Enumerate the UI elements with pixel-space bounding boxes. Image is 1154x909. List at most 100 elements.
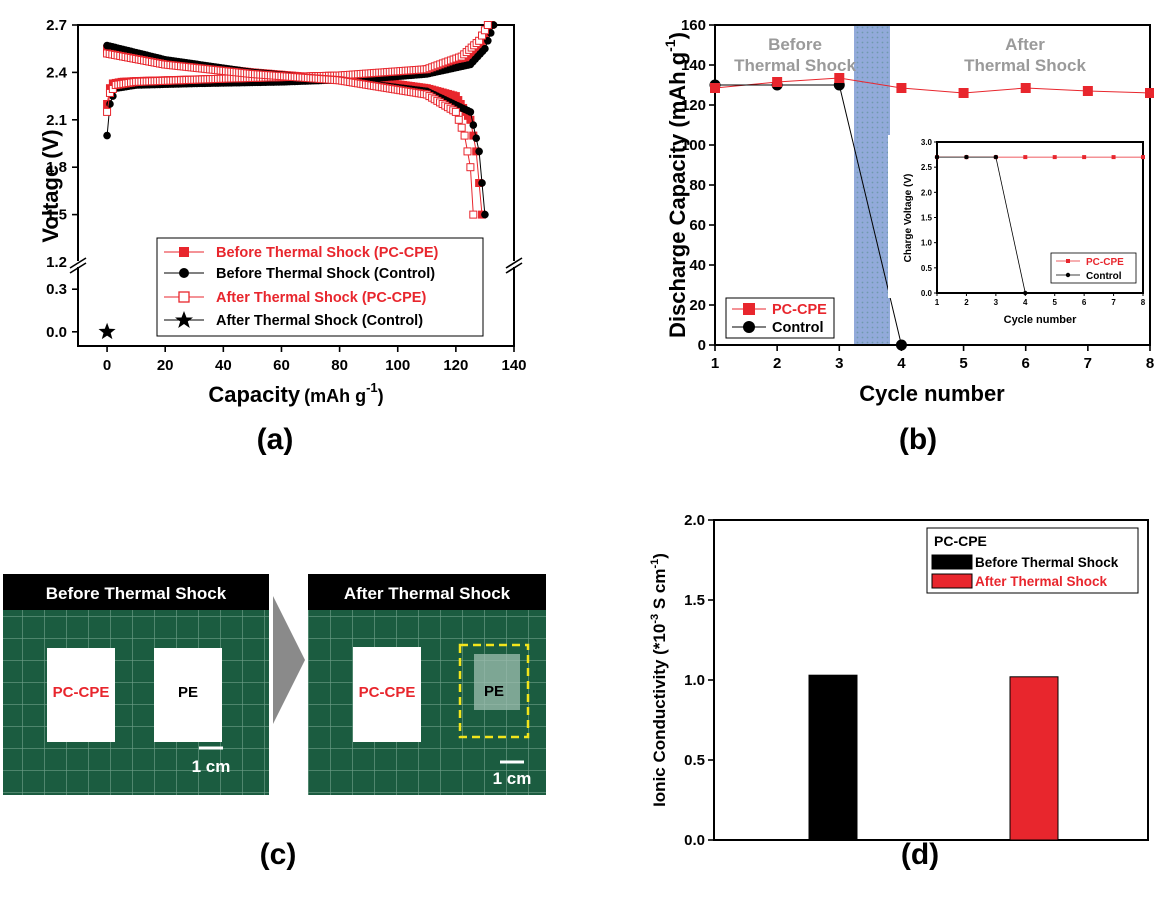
sample-pc-cpe (353, 647, 421, 742)
photo-after: After Thermal Shock PC-CPE PE 1 cm (308, 574, 546, 795)
legend-label: Control (1086, 271, 1122, 282)
y-axis-label: Discharge Capacity (mAh g-1) (662, 32, 690, 338)
data-point (103, 131, 111, 140)
panel-label-d: (d) (901, 838, 939, 871)
x-tick-label: 7 (1084, 355, 1092, 372)
legend-label: Before Thermal Shock (PC-CPE) (216, 245, 439, 261)
y-tick-label: 40 (689, 257, 706, 274)
data-point (481, 44, 489, 53)
y-tick-label: 140 (681, 57, 706, 74)
legend-label: Before Thermal Shock (975, 555, 1119, 570)
data-point (451, 107, 460, 116)
data-point (466, 163, 475, 172)
bar (1009, 676, 1059, 841)
panel-a-series (98, 21, 498, 340)
legend-marker-open-square (178, 291, 190, 303)
data-point-control (895, 339, 907, 351)
panel-a-legend: Before Thermal Shock (PC-CPE) Before The… (156, 237, 484, 337)
inset-y-tick-label: 1.5 (921, 214, 933, 223)
inset-line-control (937, 156, 1026, 294)
panel-d-bars (808, 674, 1059, 841)
data-point (472, 134, 481, 143)
inset-point-pc-cpe (1111, 155, 1116, 160)
data-point (454, 115, 463, 124)
x-tick-label: 60 (273, 357, 290, 374)
legend-marker-circle (743, 321, 755, 333)
inset-y-tick-label: 2.0 (921, 188, 933, 197)
y-tick-label: 60 (689, 217, 706, 234)
data-point (460, 131, 469, 140)
inset-x-tick-label: 1 (935, 298, 940, 307)
photo-before: Before Thermal Shock PC-CPE PE 1 cm (3, 574, 269, 795)
inset-y-axis-label: Charge Voltage (V) (903, 174, 914, 263)
y-tick-label: 80 (689, 177, 706, 194)
legend-marker-star (175, 311, 193, 328)
legend-swatch (931, 573, 973, 589)
inset-y-tick-label: 3.0 (921, 138, 933, 147)
panel-label-c: (c) (260, 838, 297, 871)
legend-label: After Thermal Shock (Control) (216, 313, 423, 329)
bar (808, 674, 858, 841)
legend-marker-filled-square (179, 247, 189, 257)
inset-point-pc-cpe (1082, 155, 1087, 160)
inset-legend (1050, 252, 1137, 284)
annotation-before: Before (768, 35, 822, 54)
x-axis-label: Cycle number (859, 381, 1005, 406)
inset-point-control (1023, 290, 1028, 296)
sample-pe-shrunk (474, 654, 520, 710)
data-point (483, 21, 492, 29)
legend-marker-square (743, 303, 755, 315)
data-point-pc-cpe (1082, 86, 1093, 96)
legend-title: PC-CPE (934, 533, 987, 549)
inset-y-tick-label: 0.5 (921, 264, 933, 273)
y-tick-label: 160 (681, 17, 706, 34)
inset-y-tick-label: 0.0 (921, 289, 933, 298)
panel-a-frame (77, 24, 515, 347)
panel-d-chart: 0.0 0.5 1.0 1.5 2.0 PC-CPE Before Thermal Sh… (649, 512, 1149, 871)
y-tick-label: 0.3 (46, 281, 67, 298)
data-point-pc-cpe (896, 83, 907, 93)
inset-point-pc-cpe (1141, 155, 1145, 160)
panel-b-legend: PC-CPE Control (725, 297, 835, 339)
y-tick-label: 100 (681, 137, 706, 154)
y-tick-label: 2.4 (46, 64, 68, 81)
x-tick-label: 0 (103, 357, 111, 374)
inset-point-control (964, 154, 969, 160)
legend-label: After Thermal Shock (PC-CPE) (216, 290, 426, 306)
panel-c-photos: Before Thermal Shock PC-CPE PE 1 cm Afte… (3, 574, 546, 871)
data-point-pc-cpe (1020, 83, 1031, 93)
legend-label: PC-CPE (772, 302, 827, 318)
y-tick-label: 1.8 (46, 159, 67, 176)
series-line-pc-cpe (714, 77, 1151, 94)
annotation-thermal-shock: Thermal Shock (734, 56, 856, 75)
legend-marker-filled-circle (179, 268, 189, 278)
y-tick-label: 0.0 (684, 832, 705, 849)
y-tick-label: 0.5 (684, 752, 705, 769)
panel-label-b: (b) (899, 423, 937, 456)
photo-after-title: After Thermal Shock (344, 584, 511, 603)
x-tick-label: 80 (331, 357, 348, 374)
data-point (103, 107, 112, 116)
y-tick-label: 120 (681, 97, 706, 114)
x-tick-label: 8 (1146, 355, 1154, 372)
y-tick-label: 0.0 (46, 324, 67, 341)
y-tick-label: 1.0 (684, 672, 705, 689)
data-point-pc-cpe (958, 88, 969, 98)
x-tick-label: 3 (835, 355, 843, 372)
inset-point-pc-cpe (1052, 155, 1057, 160)
inset-point-control (934, 154, 940, 160)
legend-label: Control (772, 320, 824, 336)
inset-x-tick-label: 4 (1023, 298, 1028, 307)
inset-y-tick-label: 1.0 (921, 239, 933, 248)
dashed-highlight (458, 643, 530, 739)
inset-chart: 1 2 3 4 5 6 7 8 0.0 0.5 1.0 1.5 2.0 2.5 3.0 PC-CPE Con… (888, 135, 1148, 326)
legend-label: Before Thermal Shock (Control) (216, 266, 435, 282)
data-point-star (98, 322, 116, 340)
inset-x-tick-label: 2 (964, 298, 969, 307)
y-tick-label: 1.5 (46, 207, 67, 224)
y-tick-label: 20 (689, 297, 706, 314)
x-tick-label: 40 (215, 357, 232, 374)
x-tick-label: 120 (443, 357, 468, 374)
x-tick-label: 100 (385, 357, 410, 374)
